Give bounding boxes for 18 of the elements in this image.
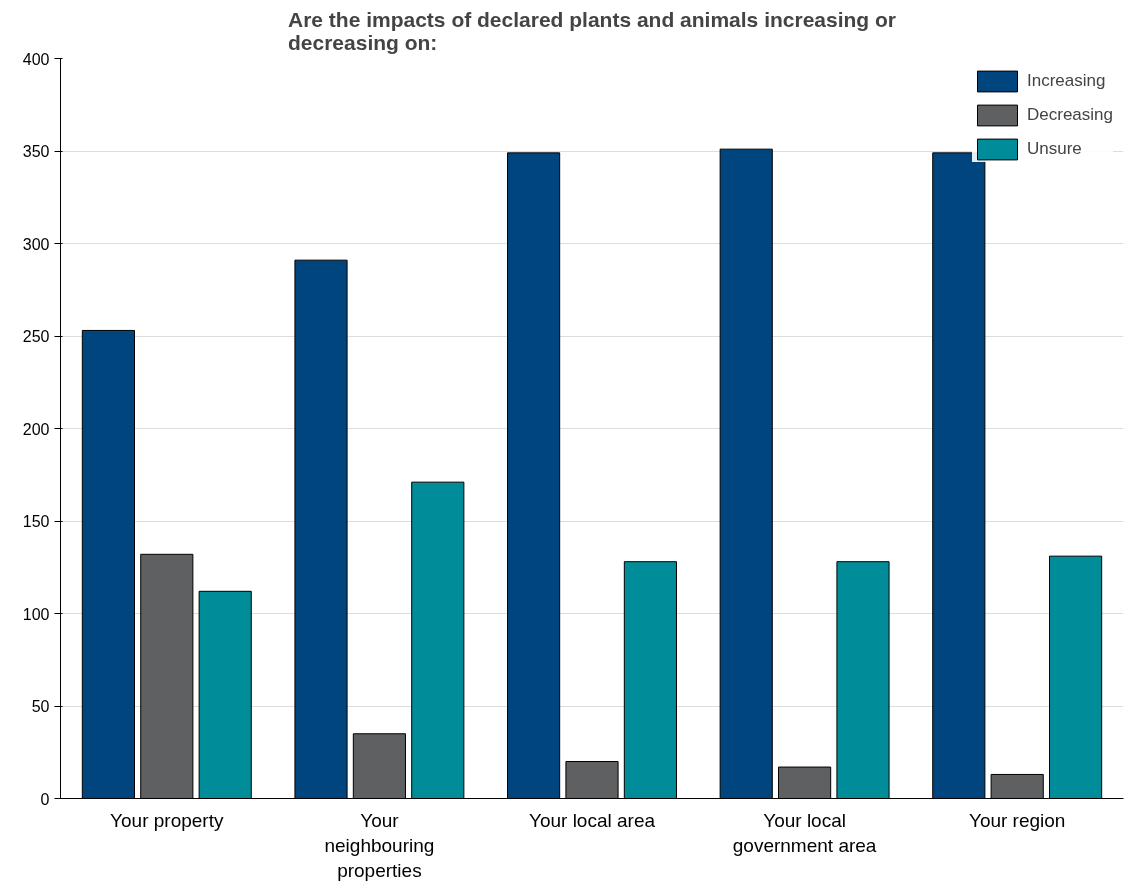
y-tick-label: 50 xyxy=(31,698,50,715)
y-tick-label: 300 xyxy=(22,235,50,253)
legend-label: Increasing xyxy=(1027,71,1106,91)
y-tick-label: 200 xyxy=(22,420,50,438)
y-tick-label: 100 xyxy=(22,605,50,623)
x-tick-label: Your neighbouring properties xyxy=(324,809,435,881)
x-tick-label: Your property xyxy=(110,809,224,831)
legend-label: Decreasing xyxy=(1027,105,1113,125)
y-tick-label: 400 xyxy=(22,50,50,68)
y-tick-label: 250 xyxy=(22,328,50,345)
y-tick-label: 150 xyxy=(22,513,50,530)
x-tick-label: Your local area xyxy=(528,809,656,831)
legend-label: Unsure xyxy=(1027,139,1082,159)
y-tick-label: 0 xyxy=(40,790,50,808)
chart-title: Are the impacts of declared plants and animals increasing or decreasing on: xyxy=(287,7,897,54)
y-tick-label: 350 xyxy=(22,143,50,160)
x-tick-label: Your local government area xyxy=(732,809,877,856)
x-tick-label: Your region xyxy=(968,809,1066,831)
